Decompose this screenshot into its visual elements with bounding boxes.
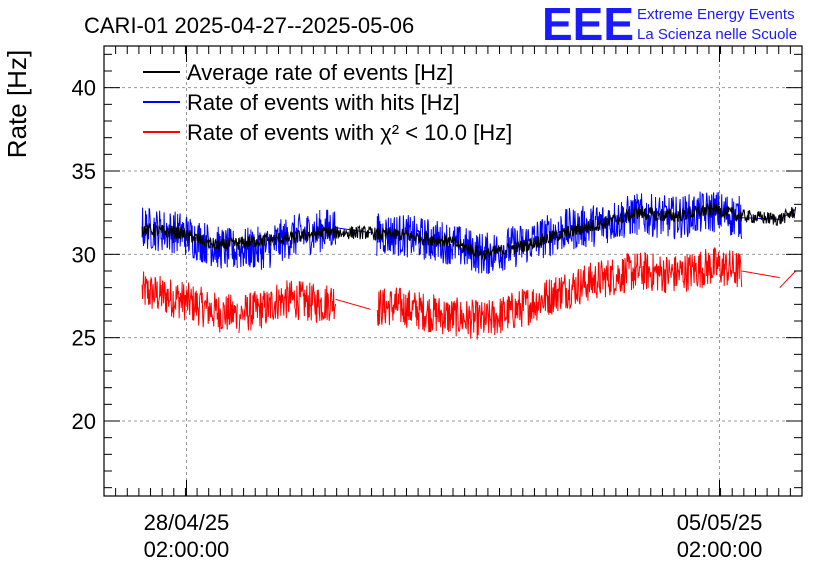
y-tick-label: 35: [72, 159, 96, 184]
logo-line-1: Extreme Energy Events: [637, 6, 795, 23]
legend-label-chi2: Rate of events with χ² < 10.0 [Hz]: [187, 120, 512, 145]
series-layer: [141, 191, 797, 340]
eee-logo: EEE Extreme Energy Events La Scienza nel…: [542, 0, 797, 50]
legend: Average rate of events [Hz] Rate of even…: [143, 60, 512, 145]
y-tick-label: 40: [72, 76, 96, 101]
logo-mark: EEE: [542, 0, 634, 50]
x-tick-label-date: 28/04/25: [144, 510, 230, 535]
x-tick-label-time: 02:00:00: [144, 537, 230, 562]
y-axis-label: Rate [Hz]: [2, 50, 32, 158]
series-line-segment: [141, 271, 238, 333]
y-tick-label: 25: [72, 326, 96, 351]
series-line-segment: [141, 202, 797, 261]
series-line-segment: [779, 270, 797, 289]
series-1: [141, 191, 796, 274]
grid: [104, 46, 802, 496]
y-tick-label: 20: [72, 409, 96, 434]
chart-title: CARI-01 2025-04-27--2025-05-06: [84, 13, 414, 38]
axes: 202530354028/04/2502:00:0005/05/2502:00:…: [72, 46, 802, 562]
legend-label-hits: Rate of events with hits [Hz]: [187, 90, 460, 115]
series-2: [141, 247, 797, 340]
series-line-segment: [335, 298, 371, 310]
series-line-segment: [376, 247, 743, 340]
series-line-segment: [741, 270, 780, 279]
x-tick-label-date: 05/05/25: [677, 510, 763, 535]
series-0: [141, 202, 797, 261]
x-tick-label-time: 02:00:00: [677, 537, 763, 562]
series-line-segment: [238, 280, 337, 334]
legend-label-average: Average rate of events [Hz]: [187, 60, 453, 85]
logo-line-2: La Scienza nelle Scuole: [637, 26, 797, 43]
y-tick-label: 30: [72, 242, 96, 267]
